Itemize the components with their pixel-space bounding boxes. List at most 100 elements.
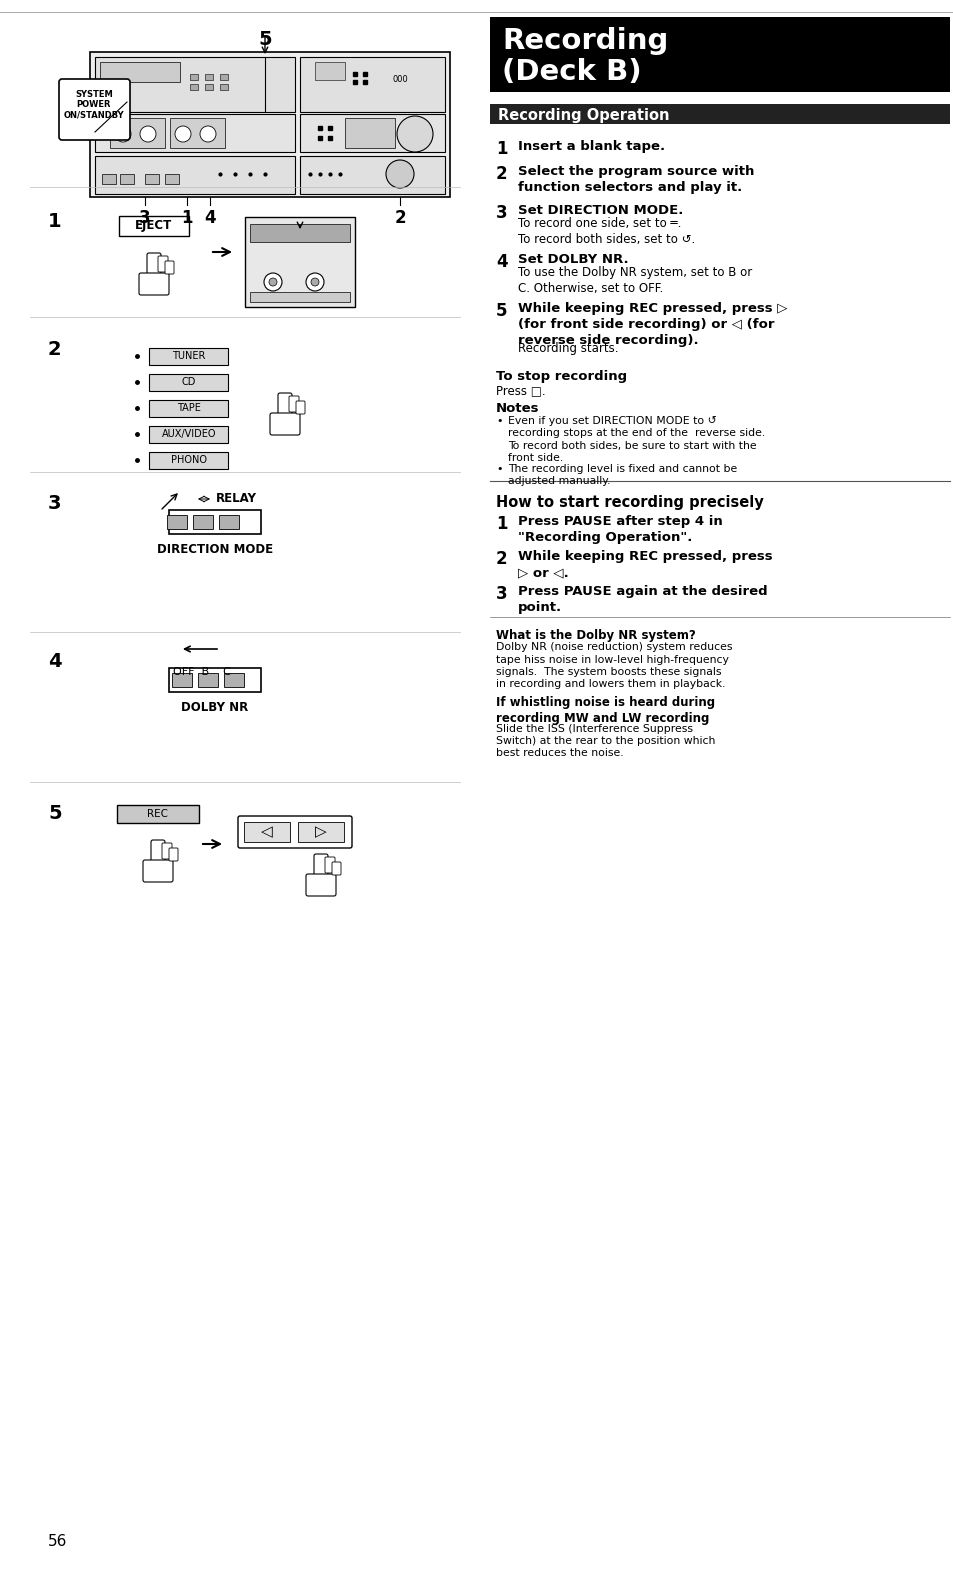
Circle shape: [174, 126, 191, 141]
Text: 2: 2: [496, 550, 507, 567]
Circle shape: [200, 126, 215, 141]
FancyBboxPatch shape: [325, 857, 335, 872]
FancyBboxPatch shape: [332, 861, 340, 876]
Text: To use the Dolby NR system, set to B or
C. Otherwise, set to OFF.: To use the Dolby NR system, set to B or …: [517, 266, 752, 296]
Text: 3: 3: [496, 585, 507, 602]
Text: 56: 56: [48, 1534, 68, 1548]
Bar: [95, 57, 294, 112]
Bar: [219, 516, 239, 530]
FancyBboxPatch shape: [277, 393, 292, 417]
Bar: [165, 174, 179, 184]
Text: 1: 1: [48, 212, 62, 231]
FancyBboxPatch shape: [289, 396, 298, 412]
Text: REC: REC: [148, 810, 169, 819]
Text: If whistling noise is heard during
recording MW and LW recording: If whistling noise is heard during recor…: [496, 696, 715, 725]
Bar: [224, 673, 244, 687]
Circle shape: [306, 274, 324, 291]
Text: How to start recording precisely: How to start recording precisely: [496, 495, 763, 511]
Circle shape: [264, 274, 282, 291]
FancyBboxPatch shape: [165, 261, 173, 274]
Bar: [167, 516, 187, 530]
Text: To record one side, set to ═.
To record both sides, set to ↺.: To record one side, set to ═. To record …: [517, 217, 695, 247]
Bar: [95, 115, 294, 152]
Text: 1: 1: [496, 516, 507, 533]
FancyBboxPatch shape: [119, 215, 189, 236]
Bar: [299, 115, 444, 152]
Circle shape: [140, 126, 156, 141]
Bar: [490, 104, 949, 124]
FancyBboxPatch shape: [59, 79, 130, 140]
Bar: [190, 74, 198, 80]
Bar: [490, 17, 949, 93]
Text: 1: 1: [181, 209, 193, 226]
Bar: [205, 74, 213, 80]
Bar: [244, 822, 290, 843]
FancyBboxPatch shape: [151, 839, 165, 865]
Bar: [205, 83, 213, 90]
Text: 000: 000: [392, 75, 408, 85]
Text: DIRECTION MODE: DIRECTION MODE: [157, 542, 273, 556]
FancyBboxPatch shape: [117, 805, 199, 824]
FancyBboxPatch shape: [150, 347, 229, 365]
Bar: [245, 217, 355, 307]
Text: While keeping REC pressed, press ▷
(for front side recording) or ◁ (for
reverse : While keeping REC pressed, press ▷ (for …: [517, 302, 786, 347]
FancyBboxPatch shape: [162, 843, 172, 858]
Text: 4: 4: [48, 652, 62, 671]
FancyBboxPatch shape: [150, 451, 229, 468]
Text: Recording Operation: Recording Operation: [497, 108, 669, 123]
Text: TUNER: TUNER: [172, 351, 206, 362]
FancyBboxPatch shape: [150, 374, 229, 390]
Bar: [220, 83, 228, 90]
Text: Recording
(Deck B): Recording (Deck B): [501, 27, 668, 86]
Text: •: •: [496, 464, 502, 473]
Text: 3: 3: [48, 494, 61, 512]
Bar: [299, 57, 444, 112]
Text: Even if you set DIRECTION MODE to ↺
recording stops at the end of the  reverse s: Even if you set DIRECTION MODE to ↺ reco…: [507, 417, 764, 464]
Bar: [170, 118, 225, 148]
FancyBboxPatch shape: [306, 874, 335, 896]
Bar: [190, 83, 198, 90]
FancyBboxPatch shape: [169, 847, 178, 861]
Text: 5: 5: [258, 30, 272, 49]
Text: 2: 2: [394, 209, 405, 226]
Text: Press PAUSE again at the desired
point.: Press PAUSE again at the desired point.: [517, 585, 767, 613]
Circle shape: [115, 126, 131, 141]
Circle shape: [386, 160, 414, 189]
Text: TAPE: TAPE: [177, 402, 201, 413]
Text: 4: 4: [496, 253, 507, 270]
Text: Dolby NR (noise reduction) system reduces
tape hiss noise in low-level high-freq: Dolby NR (noise reduction) system reduce…: [496, 643, 732, 690]
Text: ◁: ◁: [261, 824, 273, 839]
Bar: [220, 74, 228, 80]
Text: 2: 2: [48, 340, 62, 358]
Bar: [314, 61, 345, 80]
Text: Set DOLBY NR.: Set DOLBY NR.: [517, 253, 628, 266]
Bar: [193, 516, 213, 530]
FancyBboxPatch shape: [295, 401, 305, 413]
Text: RELAY: RELAY: [215, 492, 256, 506]
FancyBboxPatch shape: [143, 860, 172, 882]
Text: What is the Dolby NR system?: What is the Dolby NR system?: [496, 629, 695, 643]
FancyBboxPatch shape: [139, 274, 169, 296]
Bar: [100, 61, 180, 82]
FancyBboxPatch shape: [314, 854, 328, 879]
Text: AUX/VIDEO: AUX/VIDEO: [162, 429, 216, 439]
Text: ▷: ▷: [314, 824, 327, 839]
Circle shape: [269, 278, 276, 286]
Text: OFF  B    C: OFF B C: [172, 667, 231, 678]
Text: Slide the ISS (Interference Suppress
Switch) at the rear to the position which
b: Slide the ISS (Interference Suppress Swi…: [496, 723, 715, 759]
Bar: [95, 156, 294, 193]
Text: PHONO: PHONO: [171, 454, 207, 465]
Text: Press □.: Press □.: [496, 384, 545, 396]
Text: 5: 5: [496, 302, 507, 321]
Text: Recording starts.: Recording starts.: [517, 343, 618, 355]
Bar: [110, 118, 165, 148]
FancyBboxPatch shape: [237, 816, 352, 847]
Text: •: •: [496, 417, 502, 426]
Text: SYSTEM
POWER
ON/STANDBY: SYSTEM POWER ON/STANDBY: [64, 90, 124, 119]
Text: Insert a blank tape.: Insert a blank tape.: [517, 140, 664, 152]
Text: 3: 3: [496, 204, 507, 222]
Text: 3: 3: [139, 209, 151, 226]
FancyBboxPatch shape: [169, 509, 261, 534]
Bar: [297, 822, 344, 843]
Text: Notes: Notes: [496, 402, 539, 415]
